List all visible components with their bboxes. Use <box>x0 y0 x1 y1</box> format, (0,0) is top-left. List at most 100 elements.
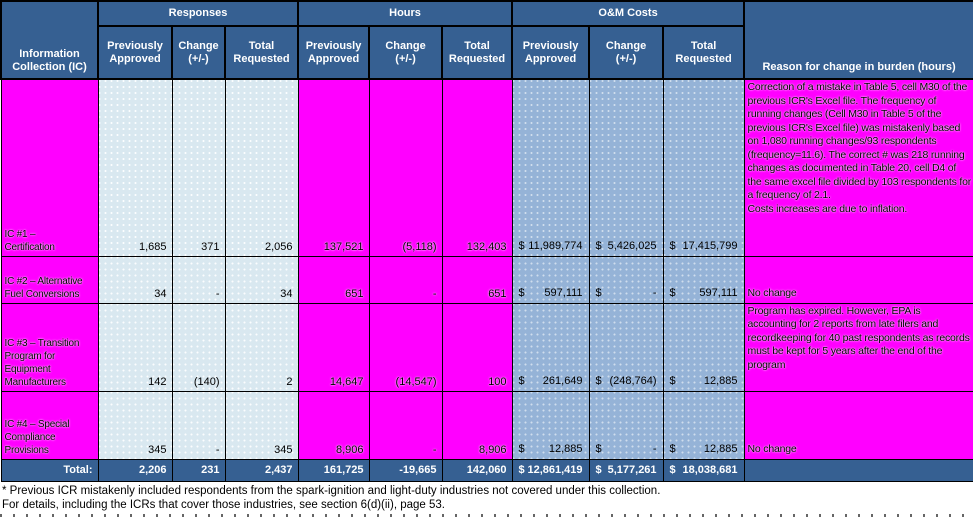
currency-symbol: $ <box>518 239 525 252</box>
hours-prev-cell: 651 <box>297 255 370 304</box>
currency-symbol: $ <box>595 442 602 455</box>
om-total-cell: $12,885 <box>662 302 745 392</box>
om-change-cell: $ - <box>588 255 664 304</box>
om-change-value: 5,426,025 <box>607 239 657 252</box>
col-header-om-total-requested: Total Requested <box>662 25 746 80</box>
total-om-prev-value: 12,861,419 <box>527 464 583 476</box>
total-responses-change: 231 <box>171 458 226 482</box>
total-om-change-value: 5,177,261 <box>607 464 657 476</box>
total-hours-change: -19,665 <box>368 458 443 482</box>
col-header-hours-change: Change (+/-) <box>368 25 444 80</box>
burden-summary-table: Information Collection (IC) Responses Ho… <box>0 0 973 482</box>
total-om-change: $5,177,261 <box>588 458 664 482</box>
reason-cell: No change <box>743 255 973 304</box>
footnote-line-1: * Previous ICR mistakenly included respo… <box>2 484 661 497</box>
ic-name-cell: IC #3 – Transition Program for Equipment… <box>0 302 99 392</box>
footnotes: * Previous ICR mistakenly included respo… <box>0 481 973 512</box>
table-row-ic1: IC #1 – Certification 1,685 371 2,056 13… <box>0 78 973 257</box>
currency-symbol: $ <box>669 239 676 252</box>
table-row-ic3: IC #3 – Transition Program for Equipment… <box>0 302 973 392</box>
om-total-cell: $12,885 <box>662 390 745 460</box>
col-header-om-previously-approved: Previously Approved <box>511 25 591 80</box>
om-prev-value: 261,649 <box>542 374 583 387</box>
om-prev-cell: $11,989,774 <box>511 78 590 257</box>
om-change-cell: $5,426,025 <box>588 78 664 257</box>
om-total-value: 12,885 <box>703 442 738 455</box>
col-header-responses-change: Change (+/-) <box>171 25 226 80</box>
currency-symbol: $ <box>595 239 602 252</box>
ic-name-cell: IC #2 – Alternative Fuel Conversions <box>0 255 99 304</box>
currency-symbol: $ <box>669 374 676 387</box>
currency-symbol: $ <box>518 464 525 476</box>
hours-change-cell: (5,118) <box>368 78 443 257</box>
currency-symbol: $ <box>518 286 525 299</box>
om-prev-value: 12,885 <box>548 442 583 455</box>
om-total-cell: $597,111 <box>662 255 745 304</box>
total-responses-total: 2,437 <box>224 458 299 482</box>
col-header-hours-total-requested: Total Requested <box>441 25 514 80</box>
currency-symbol: $ <box>518 442 525 455</box>
total-om-total: $18,038,681 <box>662 458 745 482</box>
responses-total-cell: 2,056 <box>224 78 299 257</box>
om-change-cell: $ - <box>588 390 664 460</box>
hours-total-cell: 132,403 <box>441 78 513 257</box>
hours-change-cell: (14,547) <box>368 302 443 392</box>
responses-change-cell: - <box>171 255 226 304</box>
total-responses-prev: 2,206 <box>97 458 173 482</box>
om-total-value: 12,885 <box>703 374 738 387</box>
table-row-ic4: IC #4 – Special Compliance Provisions 34… <box>0 390 973 460</box>
hours-total-cell: 100 <box>441 302 513 392</box>
responses-change-cell: (140) <box>171 302 226 392</box>
total-row: Total: 2,206 231 2,437 161,725 -19,665 1… <box>0 458 973 482</box>
om-prev-cell: $12,885 <box>511 390 590 460</box>
responses-prev-cell: 142 <box>97 302 173 392</box>
col-header-responses-previously-approved: Previously Approved <box>97 25 173 80</box>
om-prev-cell: $261,649 <box>511 302 590 392</box>
responses-total-cell: 2 <box>224 302 299 392</box>
ic-name-cell: IC #4 – Special Compliance Provisions <box>0 390 99 460</box>
responses-total-cell: 345 <box>224 390 299 460</box>
total-reason-empty-cell <box>743 458 973 482</box>
responses-prev-cell: 1,685 <box>97 78 173 257</box>
col-header-hours-previously-approved: Previously Approved <box>297 25 371 80</box>
om-total-cell: $17,415,799 <box>662 78 745 257</box>
hours-prev-cell: 14,647 <box>297 302 370 392</box>
om-change-cell: $ (248,764) <box>588 302 664 392</box>
reason-cell: Program has expired. However, EPA is acc… <box>743 302 973 392</box>
responses-change-cell: 371 <box>171 78 226 257</box>
total-hours-prev: 161,725 <box>297 458 370 482</box>
group-header-row: Information Collection (IC) Responses Ho… <box>0 0 973 80</box>
hours-prev-cell: 137,521 <box>297 78 370 257</box>
reason-cell: Correction of a mistake in Table 5, cell… <box>743 78 973 257</box>
hours-change-cell: - <box>368 390 443 460</box>
om-prev-value: 597,111 <box>544 286 583 299</box>
hours-total-cell: 8,906 <box>441 390 513 460</box>
ic-name-cell: IC #1 – Certification <box>0 78 99 257</box>
total-om-prev: $12,861,419 <box>511 458 590 482</box>
footnote-line-2: For details, including the ICRs that cov… <box>2 498 445 511</box>
om-change-value: - <box>652 442 657 455</box>
responses-prev-cell: 345 <box>97 390 173 460</box>
hours-prev-cell: 8,906 <box>297 390 370 460</box>
om-prev-cell: $597,111 <box>511 255 590 304</box>
currency-symbol: $ <box>669 286 676 299</box>
group-header-om-costs: O&M Costs <box>511 0 746 27</box>
om-prev-value: 11,989,774 <box>528 239 583 252</box>
hours-total-cell: 651 <box>441 255 513 304</box>
total-hours-total: 142,060 <box>441 458 513 482</box>
currency-symbol: $ <box>595 464 602 476</box>
om-total-value: 17,415,799 <box>682 239 738 252</box>
currency-symbol: $ <box>518 374 525 387</box>
responses-total-cell: 34 <box>224 255 299 304</box>
total-om-total-value: 18,038,681 <box>682 464 738 476</box>
col-header-information-collection: Information Collection (IC) <box>0 0 99 80</box>
om-change-value: (248,764) <box>609 374 657 387</box>
currency-symbol: $ <box>669 464 676 476</box>
col-header-reason: Reason for change in burden (hours) <box>743 0 973 80</box>
group-header-responses: Responses <box>96 0 300 27</box>
currency-symbol: $ <box>669 442 676 455</box>
group-header-hours: Hours <box>297 0 514 27</box>
total-label: Total: <box>0 458 99 482</box>
currency-symbol: $ <box>595 374 602 387</box>
col-header-om-change: Change (+/-) <box>588 25 665 80</box>
